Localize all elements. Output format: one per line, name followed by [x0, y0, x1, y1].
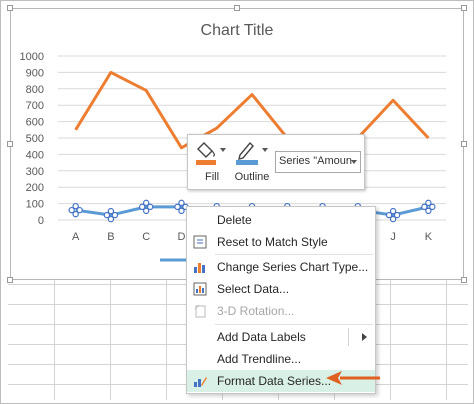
x-tick-label: B [107, 231, 114, 243]
menu-item-3d-rotation: 3-D Rotation... [187, 300, 375, 322]
y-tick-label: 0 [38, 215, 44, 227]
menu-item-label: Add Trendline... [217, 352, 302, 366]
chart-resize-handle[interactable] [461, 277, 467, 283]
y-tick-label: 800 [26, 84, 44, 96]
data-point-marker [146, 203, 154, 211]
menu-item-add-trendline[interactable]: Add Trendline... [187, 348, 375, 370]
data-point-marker [389, 207, 397, 215]
menu-item-label: Reset to Match Style [217, 235, 328, 249]
chevron-down-icon [351, 160, 357, 164]
menu-item-label: Change Series Chart Type... [217, 260, 369, 274]
menu-item-add-data-labels[interactable]: Add Data Labels [187, 326, 375, 348]
menu-item-label: 3-D Rotation... [217, 304, 295, 318]
outline-label: Outline [234, 171, 270, 183]
x-tick-label: J [390, 231, 396, 243]
data-point-marker [178, 207, 185, 215]
chart-resize-handle[interactable] [234, 5, 240, 11]
chart-title[interactable]: Chart Title [200, 22, 274, 39]
chart-resize-handle[interactable] [7, 5, 13, 11]
data-point-marker [68, 206, 75, 214]
menu-item-reset-style[interactable]: Reset to Match Style [187, 231, 375, 253]
submenu-divider [348, 328, 349, 346]
data-point-marker [138, 203, 146, 211]
data-point-marker [76, 206, 83, 214]
data-point-marker [107, 207, 115, 215]
data-point-marker [72, 202, 79, 210]
chevron-right-icon[interactable] [362, 333, 367, 341]
menu-separator [215, 324, 373, 325]
chart-resize-handle[interactable] [7, 141, 13, 147]
y-tick-label: 1000 [20, 51, 44, 63]
y-tick-label: 300 [26, 166, 44, 178]
series-selector[interactable]: Series "Amoun [275, 151, 361, 173]
y-tick-label: 400 [26, 149, 44, 161]
data-point-marker [425, 199, 432, 207]
data-point-marker [103, 211, 111, 219]
menu-item-label: Add Data Labels [217, 330, 306, 344]
select-data-icon [191, 281, 209, 297]
data-point-marker [142, 207, 150, 215]
outline-button[interactable]: Outline [232, 139, 272, 183]
data-point-marker [393, 211, 401, 219]
data-point-marker [111, 211, 119, 219]
y-tick-label: 200 [26, 182, 44, 194]
chart-resize-handle[interactable] [461, 5, 467, 11]
chart-resize-handle[interactable] [7, 277, 13, 283]
menu-separator [215, 254, 373, 255]
y-tick-label: 100 [26, 199, 44, 211]
series-selector-value: Series "Amoun [279, 155, 352, 167]
delete-icon [191, 212, 209, 228]
format-series-icon [191, 373, 209, 389]
menu-item-select-data[interactable]: Select Data... [187, 278, 375, 300]
data-point-marker [385, 211, 393, 219]
callout-arrow-icon [326, 371, 380, 385]
x-tick-label: D [177, 231, 185, 243]
data-point-marker [72, 210, 79, 218]
pen-outline-icon [236, 141, 268, 165]
menu-item-label: Select Data... [217, 282, 290, 296]
menu-item-label: Format Data Series... [217, 374, 332, 388]
x-tick-label: A [72, 231, 80, 243]
menu-item-delete[interactable]: Delete [187, 209, 375, 231]
paint-bucket-icon [196, 142, 226, 165]
x-tick-label: C [142, 231, 150, 243]
data-point-marker [178, 199, 185, 207]
chart-resize-handle[interactable] [461, 141, 467, 147]
data-point-marker [174, 203, 181, 211]
data-point-marker [425, 207, 432, 215]
series-1-line [74, 70, 430, 150]
data-point-marker [421, 203, 428, 211]
context-menu: Delete Reset to Match Style Change Serie… [186, 206, 376, 394]
y-tick-label: 600 [26, 117, 44, 129]
rotation-icon [191, 303, 209, 319]
menu-item-format-data-series[interactable]: Format Data Series... [187, 370, 375, 392]
menu-item-change-chart-type[interactable]: Change Series Chart Type... [187, 256, 375, 278]
y-tick-label: 700 [26, 100, 44, 112]
data-point-marker [389, 215, 397, 223]
fill-button[interactable]: Fill [194, 139, 230, 183]
y-tick-label: 500 [26, 133, 44, 145]
chart-type-icon [191, 259, 209, 275]
data-point-marker [107, 215, 115, 223]
data-point-marker [142, 199, 150, 207]
reset-style-icon [191, 234, 209, 250]
data-point-marker [429, 203, 436, 211]
y-tick-label: 900 [26, 67, 44, 79]
format-mini-toolbar: Fill Outline Series "Amoun [187, 134, 365, 190]
menu-item-label: Delete [217, 213, 252, 227]
x-tick-label: K [425, 231, 433, 243]
fill-label: Fill [204, 171, 220, 183]
